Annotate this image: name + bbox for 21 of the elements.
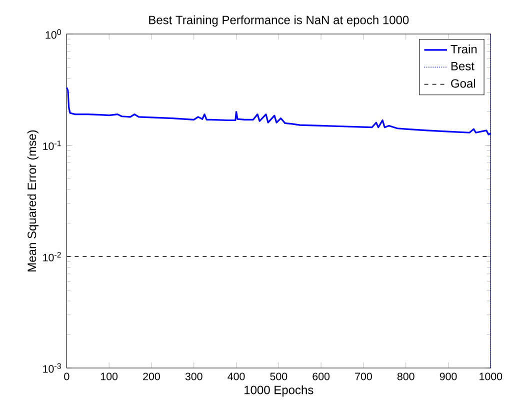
x-tick-label: 800 bbox=[397, 372, 414, 380]
x-tick-label: 0 bbox=[64, 372, 70, 380]
legend-label: Best bbox=[451, 62, 474, 70]
legend-label: Train bbox=[450, 44, 477, 54]
x-tick-label: 300 bbox=[185, 372, 202, 380]
legend-label: Goal bbox=[451, 78, 476, 88]
x-tick-label: 700 bbox=[355, 372, 372, 380]
x-tick-label: 200 bbox=[143, 372, 160, 380]
x-axis-title: 1000 Epochs bbox=[244, 385, 314, 397]
x-tick-label: 100 bbox=[100, 372, 118, 380]
y-tick-label: 10$^{-3}$ bbox=[43, 363, 61, 373]
y-axis-title: Mean Squared Error (mse) bbox=[27, 130, 38, 272]
y-tick-label: 10$^{-2}$ bbox=[43, 252, 61, 262]
chart-title: Best Training Performance is NaN at epoch 1000 bbox=[149, 15, 409, 27]
x-tick-label: 900 bbox=[440, 372, 457, 380]
x-tick-label: 500 bbox=[270, 372, 288, 380]
x-tick-label: 1000 bbox=[480, 372, 502, 380]
y-tick-label: 10$^{-1}$ bbox=[43, 140, 61, 150]
x-tick-label: 400 bbox=[228, 372, 245, 380]
y-tick-label: 10$^{0}$ bbox=[46, 29, 61, 39]
x-tick-label: 600 bbox=[312, 372, 330, 380]
